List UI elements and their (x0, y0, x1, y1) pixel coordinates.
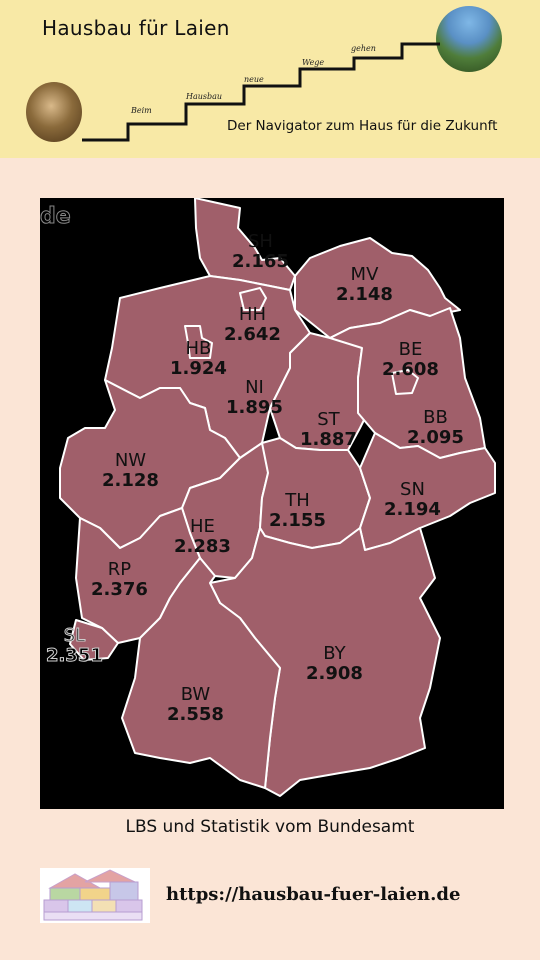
state-abbr: SH (247, 231, 273, 252)
state-label-sn: SN 2.194 (384, 480, 441, 520)
state-abbr: SN (400, 479, 425, 500)
state-value: 2.128 (102, 469, 159, 491)
state-value: 2.642 (224, 323, 281, 345)
step-word-5: gehen (351, 44, 376, 53)
state-label-be: BE 2.608 (382, 340, 439, 380)
state-label-nw: NW 2.128 (102, 451, 159, 491)
state-label-st: ST 1.887 (300, 410, 357, 450)
state-abbr: HH (238, 304, 266, 325)
state-label-bb: BB 2.095 (407, 408, 464, 448)
state-shape-hb (184, 325, 213, 359)
step-word-4: Wege (302, 58, 325, 67)
state-abbr: BB (423, 407, 448, 428)
site-header: Hausbau für Laien Beim Hausbau neue Wege… (0, 0, 540, 158)
state-value: 2.283 (174, 535, 231, 557)
state-abbr: TH (285, 490, 310, 511)
stairs-graphic (82, 42, 440, 142)
state-value: 2.376 (91, 578, 148, 600)
country-code-label: de (40, 204, 72, 230)
state-shape-sl (69, 619, 119, 661)
state-value: 2.194 (384, 498, 441, 520)
site-url-link[interactable]: https://hausbau-fuer-laien.de (166, 884, 461, 905)
state-abbr: HB (185, 338, 212, 359)
state-shape-hh (239, 287, 267, 311)
state-abbr: RP (107, 559, 132, 580)
state-abbr: HE (190, 516, 215, 537)
state-label-th: TH 2.155 (269, 491, 326, 531)
germany-map-panel: de SH 2.165 MV 2.148 HH 2.642 HB 1.924 B… (40, 198, 504, 809)
state-label-he: HE 2.283 (174, 517, 231, 557)
germany-map (59, 198, 496, 797)
site-tagline: Der Navigator zum Haus für die Zukunft (227, 118, 498, 134)
state-value: 2.165 (232, 250, 289, 272)
step-word-1: Beim (131, 106, 152, 115)
state-abbr: ST (317, 409, 340, 430)
house-logo-icon (40, 868, 150, 923)
state-label-ni: NI 1.895 (226, 378, 283, 418)
state-value: 2.155 (269, 509, 326, 531)
state-value: 1.887 (300, 428, 357, 450)
state-value: 2.351 (46, 644, 104, 666)
state-label-sh: SH 2.165 (232, 232, 289, 272)
state-abbr: BY (323, 643, 346, 664)
state-shape-sh (194, 198, 296, 291)
state-label-hb: HB 1.924 (170, 339, 227, 379)
source-caption: LBS und Statistik vom Bundesamt (125, 817, 415, 837)
state-value: 2.148 (336, 283, 393, 305)
state-label-mv: MV 2.148 (336, 265, 393, 305)
state-label-by: BY 2.908 (306, 644, 363, 684)
state-shape-bw (121, 557, 281, 789)
state-value: 1.895 (226, 396, 283, 418)
state-label-rp: RP 2.376 (91, 560, 148, 600)
site-title: Hausbau für Laien (42, 16, 230, 40)
step-word-3: neue (244, 75, 264, 84)
state-value: 2.095 (407, 426, 464, 448)
state-value: 2.608 (382, 358, 439, 380)
house-photo (436, 6, 502, 72)
state-abbr: MV (350, 264, 379, 285)
state-value: 2.908 (306, 662, 363, 684)
state-abbr: BE (398, 339, 423, 360)
state-abbr: NI (245, 377, 264, 398)
state-label-hh: HH 2.642 (224, 305, 281, 345)
state-label-sl: SL 2.351 (46, 625, 104, 666)
state-abbr: NW (114, 450, 147, 471)
step-word-2: Hausbau (186, 92, 223, 101)
state-value: 1.924 (170, 357, 227, 379)
state-label-bw: BW 2.558 (167, 685, 224, 725)
state-abbr: BW (180, 684, 211, 705)
state-value: 2.558 (167, 703, 224, 725)
state-shape-be (391, 369, 419, 395)
state-abbr: SL (63, 625, 86, 646)
craftsman-photo (26, 82, 82, 142)
